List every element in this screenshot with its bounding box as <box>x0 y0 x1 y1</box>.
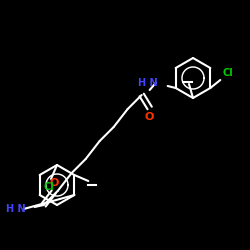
Text: H N: H N <box>6 204 26 214</box>
Text: O: O <box>50 178 59 188</box>
Text: Cl: Cl <box>222 68 233 78</box>
Text: O: O <box>145 112 154 122</box>
Text: Cl: Cl <box>44 182 54 192</box>
Text: H N: H N <box>138 78 158 88</box>
